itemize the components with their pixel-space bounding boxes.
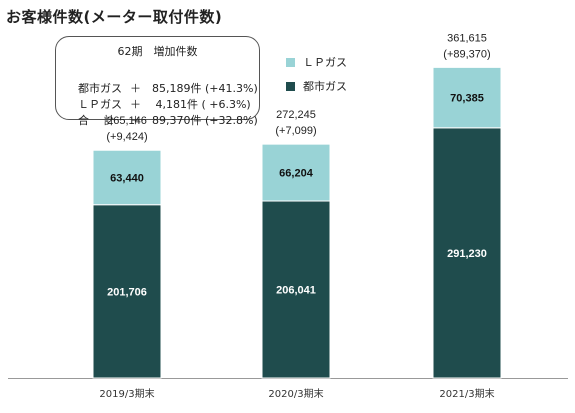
- bar-segment-city-gas: [261, 200, 331, 379]
- data-label-lp-gas: 70,385: [450, 93, 484, 105]
- summary-row-value: ＋ 89,370件 (+32.8%): [130, 114, 258, 127]
- total-label: 265,146: [107, 115, 147, 127]
- legend-label: 都市ガス: [303, 80, 347, 93]
- x-tick-label: 2021/3期末: [439, 387, 494, 400]
- summary-row-label: 合 計: [78, 114, 115, 127]
- data-label-city-gas: 206,041: [276, 285, 316, 297]
- summary-row-label: 都市ガス: [78, 82, 122, 95]
- data-label-city-gas: 291,230: [447, 248, 487, 260]
- data-label-city-gas: 201,706: [107, 286, 147, 298]
- bar-segment-city-gas: [92, 204, 162, 379]
- legend-label: ＬＰガス: [303, 56, 347, 69]
- bar-segment-lp-gas: [261, 143, 331, 202]
- bar-segment-lp-gas: [432, 66, 502, 129]
- summary-row-value: ＋ 4,181件 ( +6.3%): [130, 98, 251, 111]
- summary-box: 62期 増加件数 都市ガス ＋ 85,189件 (+41.3%) ＬＰガス ＋ 4,…: [55, 36, 260, 127]
- legend-item-lp-gas: ＬＰガス: [286, 54, 347, 70]
- summary-row-city-gas: 都市ガス ＋ 85,189件 (+41.3%): [64, 67, 270, 109]
- total-label: 361,615: [447, 32, 487, 44]
- legend-swatch-lp-gas: [286, 57, 295, 67]
- bar-segment-lp-gas: [92, 149, 162, 206]
- summary-heading: 62期 増加件数: [117, 45, 198, 58]
- summary-row-total: 合 計 ＋ 89,370件 (+32.8%): [64, 99, 270, 141]
- summary-row-label: ＬＰガス: [78, 98, 122, 111]
- increase-label: (+9,424): [106, 131, 147, 143]
- total-label: 272,245: [276, 109, 316, 121]
- legend-item-city-gas: 都市ガス: [286, 78, 347, 94]
- summary-row-value: ＋ 85,189件 (+41.3%): [130, 82, 258, 95]
- x-tick-label: 2020/3期末: [268, 387, 323, 400]
- x-tick-label: 2019/3期末: [99, 387, 154, 400]
- increase-label: (+7,099): [275, 125, 316, 137]
- data-label-lp-gas: 66,204: [279, 168, 314, 180]
- chart-title: お客様件数(メーター取付件数): [6, 8, 223, 26]
- legend-swatch-city-gas: [286, 81, 295, 91]
- increase-label: (+89,370): [443, 48, 490, 60]
- bar-segment-city-gas: [432, 127, 502, 379]
- summary-row-lp-gas: ＬＰガス ＋ 4,181件 ( +6.3%): [64, 83, 270, 125]
- data-label-lp-gas: 63,440: [110, 172, 144, 184]
